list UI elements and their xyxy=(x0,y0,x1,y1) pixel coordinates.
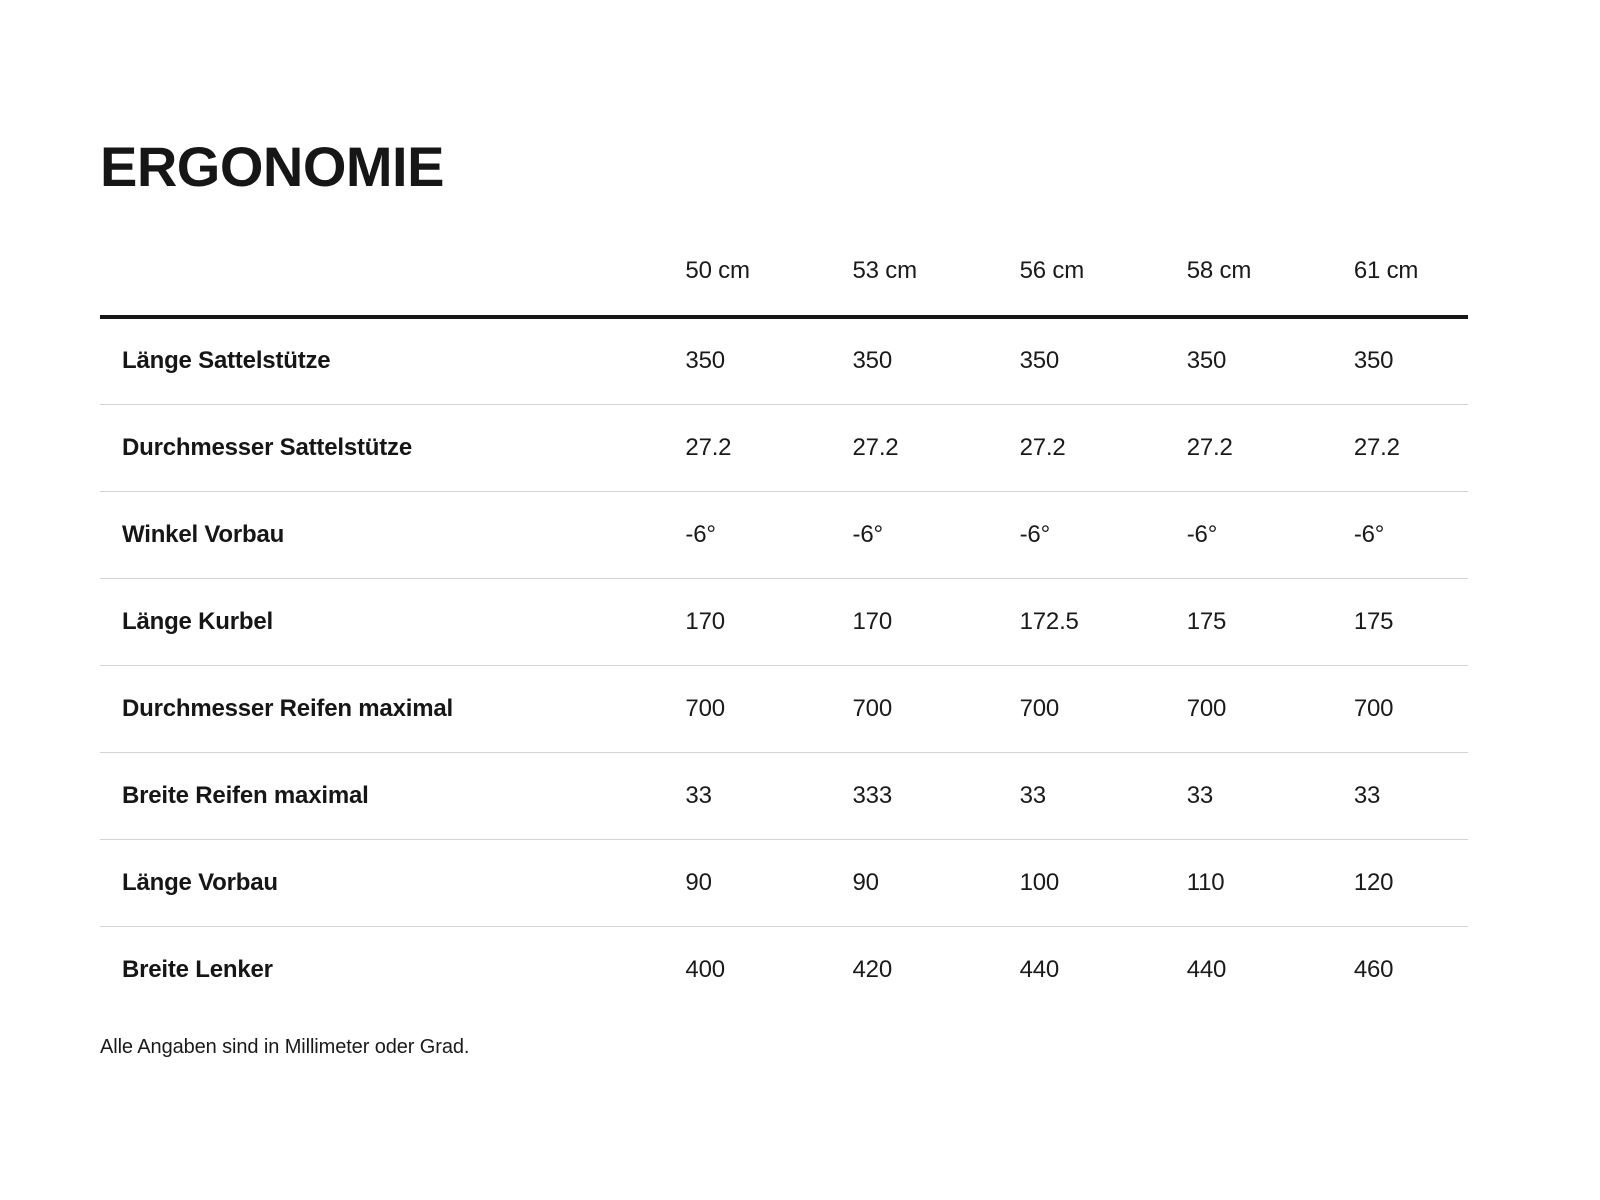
cell-value: 33 xyxy=(1353,752,1468,840)
cell-value: 440 xyxy=(1186,955,1227,983)
cell-value: 420 xyxy=(852,955,893,983)
column-header-56cm: 56 cm xyxy=(1019,222,1187,319)
table-row-laenge-vorbau: Länge Vorbau 90 90 100 110 120 xyxy=(100,839,1468,927)
row-label: Durchmesser Sattelstütze xyxy=(100,404,686,492)
table-row-durchmesser-reifen-maximal: Durchmesser Reifen maximal 700 700 700 7… xyxy=(100,665,1468,753)
header-row: 50 cm 53 cm 56 cm 58 cm 61 cm xyxy=(100,222,1468,319)
row-label: Durchmesser Reifen maximal xyxy=(100,665,686,753)
cell-value: 27.2 xyxy=(685,404,853,492)
cell-value: -6° xyxy=(1353,491,1468,579)
column-header-58cm: 58 cm xyxy=(1186,222,1354,319)
cell-value: 33 xyxy=(685,752,853,840)
cell-value: 700 xyxy=(852,665,1020,753)
row-label: Breite Reifen maximal xyxy=(100,752,686,840)
cell-value: 172.5 xyxy=(1019,578,1187,666)
cell-value: 700 xyxy=(1353,665,1468,753)
cell-value: 350 xyxy=(852,317,1020,405)
cell-value: 33 xyxy=(1019,752,1187,840)
cell-value: 90 xyxy=(852,839,1020,927)
table-row-laenge-sattelstuetze: Länge Sattelstütze 350 350 350 350 350 xyxy=(100,317,1468,405)
cell-value: 700 xyxy=(1186,665,1354,753)
cell-value: 170 xyxy=(852,578,1020,666)
cell-value: 90 xyxy=(685,839,853,927)
page-title: ERGONOMIE xyxy=(100,134,444,198)
cell-value: 33 xyxy=(1186,752,1354,840)
cell-value: 333 xyxy=(852,752,1020,840)
row-label: Länge Sattelstütze xyxy=(100,317,686,405)
cell-value: 700 xyxy=(1019,665,1187,753)
cell-value: 350 xyxy=(1186,317,1354,405)
table-row-durchmesser-sattelstuetze: Durchmesser Sattelstütze 27.2 27.2 27.2 … xyxy=(100,404,1468,492)
units-footnote: Alle Angaben sind in Millimeter oder Gra… xyxy=(100,1036,470,1058)
column-header-50cm: 50 cm xyxy=(685,222,853,319)
cell-value: 400 xyxy=(685,955,725,983)
cell-value: 27.2 xyxy=(1353,404,1468,492)
cell-value: 700 xyxy=(685,665,853,753)
row-label: Breite Lenker xyxy=(122,955,273,983)
table-row-breite-lenker: Breite Lenker 400 420 440 440 460 xyxy=(100,926,1468,1013)
table-row-breite-reifen-maximal: Breite Reifen maximal 33 333 33 33 33 xyxy=(100,752,1468,840)
cell-value: 460 xyxy=(1353,955,1394,983)
cell-value: 350 xyxy=(685,317,853,405)
cell-value: 350 xyxy=(1019,317,1187,405)
cell-value: 27.2 xyxy=(1019,404,1187,492)
cell-value: 175 xyxy=(1186,578,1354,666)
cell-value: 110 xyxy=(1186,839,1354,927)
cell-value: -6° xyxy=(685,491,853,579)
row-label: Länge Vorbau xyxy=(100,839,686,927)
cell-value: 175 xyxy=(1353,578,1468,666)
table-row-laenge-kurbel: Länge Kurbel 170 170 172.5 175 175 xyxy=(100,578,1468,666)
column-header-61cm: 61 cm xyxy=(1353,222,1468,319)
cell-value: 27.2 xyxy=(852,404,1020,492)
table-row-winkel-vorbau: Winkel Vorbau -6° -6° -6° -6° -6° xyxy=(100,491,1468,579)
cell-value: 120 xyxy=(1353,839,1468,927)
cell-value: 27.2 xyxy=(1186,404,1354,492)
row-label: Winkel Vorbau xyxy=(100,491,686,579)
cell-value: 100 xyxy=(1019,839,1187,927)
column-header-53cm: 53 cm xyxy=(852,222,1020,319)
header-empty-cell xyxy=(100,222,686,319)
cell-value: -6° xyxy=(1019,491,1187,579)
ergonomics-table: 50 cm 53 cm 56 cm 58 cm 61 cm Länge Satt… xyxy=(100,222,1468,1013)
cell-value: 440 xyxy=(1019,955,1060,983)
cell-value: -6° xyxy=(1186,491,1354,579)
row-label: Länge Kurbel xyxy=(100,578,686,666)
cell-value: 170 xyxy=(685,578,853,666)
cell-value: -6° xyxy=(852,491,1020,579)
cell-value: 350 xyxy=(1353,317,1468,405)
